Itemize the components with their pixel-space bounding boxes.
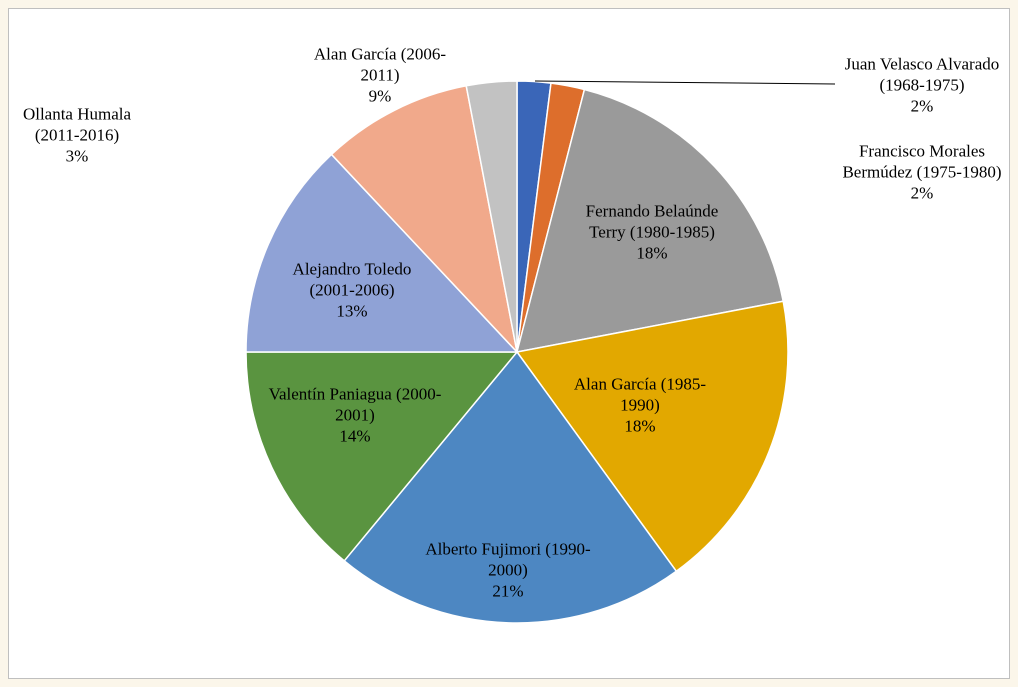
slice-label: Alejandro Toledo (2001-2006) 13%: [292, 259, 412, 322]
slice-label: Francisco Morales Bermúdez (1975-1980) 2%: [827, 141, 1017, 204]
slice-value: 3%: [65, 146, 89, 166]
slice-name: Ollanta Humala (2011-2016): [22, 104, 132, 145]
pie-slice: [465, 80, 518, 353]
slice-value: 18%: [636, 243, 668, 263]
pie-slice: [515, 88, 785, 353]
slice-name: Valentín Paniagua (2000-2001): [268, 384, 442, 425]
slice-name: Alan García (1985-1990): [573, 374, 707, 415]
pie-slice: [245, 153, 519, 353]
slice-label: Alan García (1985-1990) 18%: [570, 374, 710, 437]
leader-line: [534, 80, 836, 85]
slice-label: Fernando Belaúnde Terry (1980-1985) 18%: [577, 201, 727, 264]
slice-name: Alan García (2006-2011): [313, 44, 447, 85]
slice-value: 18%: [624, 416, 656, 436]
slice-value: 9%: [368, 86, 392, 106]
slice-label: Alberto Fujimori (1990-2000) 21%: [418, 539, 598, 602]
slice-name: Alejandro Toledo (2001-2006): [292, 259, 412, 300]
slice-label: Ollanta Humala (2011-2016) 3%: [2, 104, 152, 167]
slice-value: 21%: [492, 581, 524, 601]
slice-value: 2%: [910, 183, 934, 203]
slice-name: Francisco Morales Bermúdez (1975-1980): [842, 141, 1002, 182]
slice-label: Alan García (2006-2011) 9%: [305, 44, 455, 107]
slice-value: 13%: [336, 301, 368, 321]
pie-slice: [343, 350, 678, 624]
slice-value: 2%: [910, 96, 934, 116]
pie-slice: [515, 300, 789, 573]
pie-slice: [245, 351, 519, 562]
slice-label: Juan Velasco Alvarado (1968-1975) 2%: [832, 54, 1012, 117]
pie-slice: [330, 84, 519, 355]
slice-name: Fernando Belaúnde Terry (1980-1985): [585, 201, 719, 242]
slice-name: Juan Velasco Alvarado (1968-1975): [844, 54, 1000, 95]
slice-label: Valentín Paniagua (2000-2001) 14%: [260, 384, 450, 447]
slice-name: Alberto Fujimori (1990-2000): [425, 539, 591, 580]
slice-value: 14%: [339, 426, 371, 446]
